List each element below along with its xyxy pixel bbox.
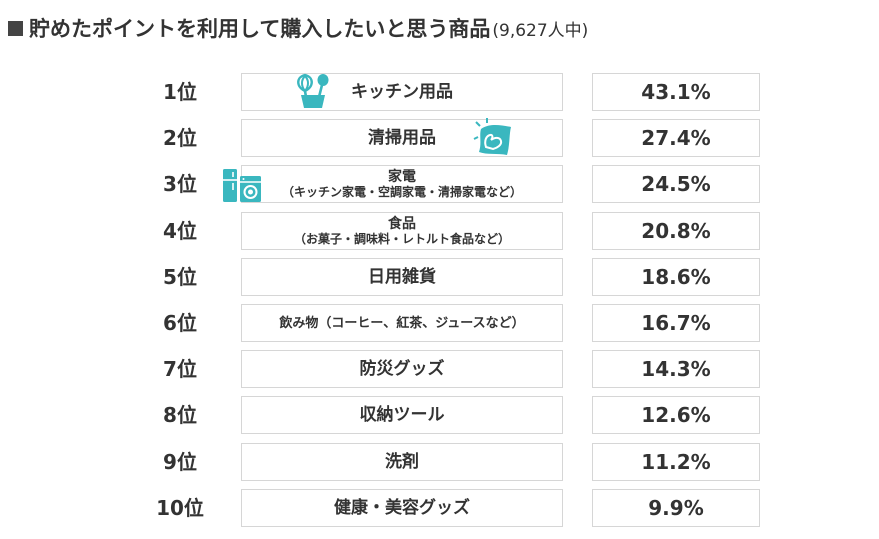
item-label: 家電: [388, 168, 416, 185]
item-label-box: 健康・美容グッズ: [241, 489, 563, 527]
percentage-value: 14.3%: [592, 350, 760, 388]
title-respondents: (9,627人中): [492, 20, 589, 41]
percentage-value: 16.7%: [592, 304, 760, 342]
title-bullet: [8, 20, 23, 36]
item-label: キッチン用品: [351, 81, 453, 102]
item-label: 清掃用品: [368, 127, 436, 148]
rank-label: 3位: [163, 172, 197, 196]
percentage-value: 9.9%: [592, 489, 760, 527]
appliances-icon: [223, 169, 261, 202]
item-label-box: 日用雑貨: [241, 258, 563, 296]
percentage-value: 27.4%: [592, 119, 760, 157]
item-label-box: 飲み物（コーヒー、紅茶、ジュースなど）: [241, 304, 563, 342]
rank-label: 8位: [163, 403, 197, 427]
percentage-value: 43.1%: [592, 73, 760, 111]
chart-title: 貯めたポイントを利用して購入したいと思う商品 (9,627人中): [8, 8, 588, 48]
percentage-value: 12.6%: [592, 396, 760, 434]
percentage-value: 11.2%: [592, 443, 760, 481]
rank-label: 10位: [156, 496, 204, 520]
item-label: 洗剤: [385, 451, 419, 472]
rank-label: 1位: [163, 80, 197, 104]
item-label-box: 収納ツール: [241, 396, 563, 434]
rank-label: 2位: [163, 126, 197, 150]
item-label: 防災グッズ: [359, 358, 445, 379]
item-label: 日用雑貨: [368, 266, 436, 287]
rank-label: 5位: [163, 265, 197, 289]
kitchen-utensils-icon: [297, 73, 329, 108]
item-label-box: 家電 （キッチン家電・空調家電・清掃家電など）: [241, 165, 563, 203]
item-label-box: 洗剤: [241, 443, 563, 481]
item-sublabel: （お菓子・調味料・レトルト食品など）: [293, 231, 510, 246]
cleaning-cloth-icon: [473, 118, 511, 155]
percentage-value: 18.6%: [592, 258, 760, 296]
title-main: 貯めたポイントを利用して購入したいと思う商品: [29, 17, 491, 41]
percentage-value: 24.5%: [592, 165, 760, 203]
item-label-box: キッチン用品: [241, 73, 563, 111]
item-label: 健康・美容グッズ: [334, 497, 470, 518]
rank-label: 7位: [163, 357, 197, 381]
rank-label: 6位: [163, 311, 197, 335]
item-label-box: 防災グッズ: [241, 350, 563, 388]
item-label: 食品: [388, 215, 416, 232]
rank-label: 4位: [163, 219, 197, 243]
percentage-value: 20.8%: [592, 212, 760, 250]
rank-label: 9位: [163, 450, 197, 474]
item-label-box: 食品 （お菓子・調味料・レトルト食品など）: [241, 212, 563, 250]
item-label: 飲み物（コーヒー、紅茶、ジュースなど）: [279, 315, 525, 331]
item-sublabel: （キッチン家電・空調家電・清掃家電など）: [281, 184, 522, 199]
item-label: 収納ツール: [359, 404, 445, 425]
